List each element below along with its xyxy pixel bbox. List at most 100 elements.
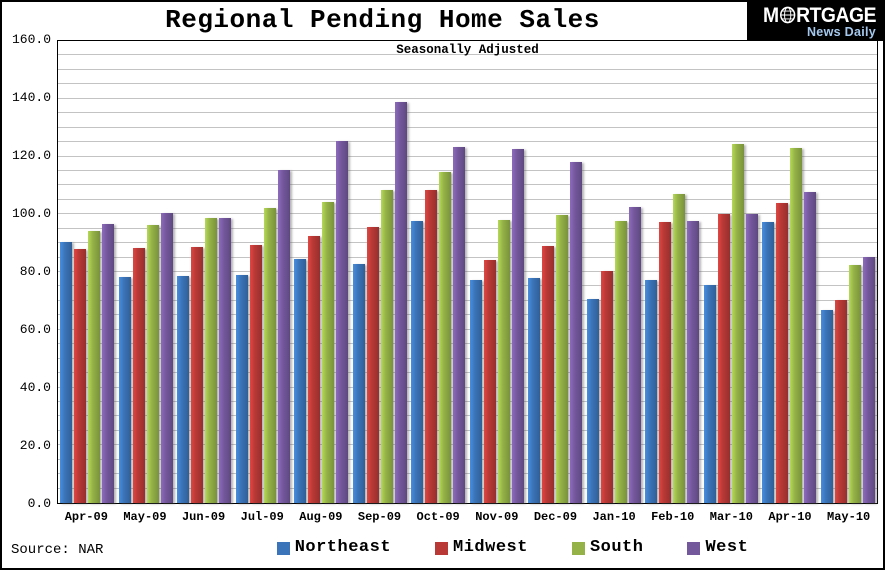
- bar-group-may-09: [117, 41, 176, 503]
- legend-swatch-icon: [571, 541, 585, 555]
- legend-label: West: [705, 538, 749, 557]
- logo-text-rtgage: RTGAGE: [796, 3, 876, 27]
- y-axis-tick-label: 0.0: [27, 496, 51, 511]
- bar-south-oct-09: [439, 171, 452, 503]
- bar-group-jul-09: [234, 41, 293, 503]
- gridline: [58, 473, 877, 475]
- bar-south-sep-09: [380, 190, 393, 503]
- bar-midwest-jul-09: [249, 244, 262, 503]
- bar-west-apr-09: [102, 224, 115, 503]
- y-axis-tick-label: 60.0: [19, 322, 51, 337]
- legend: Northeast Midwest South West: [182, 538, 843, 557]
- legend-item-midwest: Midwest: [435, 538, 528, 557]
- x-axis-tick-label: Jul-09: [240, 510, 284, 524]
- bar-midwest-dec-09: [542, 246, 555, 503]
- legend-label: Midwest: [453, 538, 528, 557]
- bar-group-feb-10: [643, 41, 702, 503]
- bar-west-apr-10: [804, 191, 817, 503]
- bar-south-may-10: [848, 265, 861, 503]
- bar-northeast-may-10: [820, 310, 833, 503]
- bar-west-oct-09: [453, 146, 466, 503]
- bar-south-mar-10: [731, 143, 744, 503]
- bar-northeast-apr-10: [762, 222, 775, 503]
- gridline: [58, 357, 877, 359]
- y-axis-tick-label: 80.0: [19, 264, 51, 279]
- bar-group-jun-09: [175, 41, 234, 503]
- x-axis-tick-label: Dec-09: [533, 510, 578, 524]
- x-axis-tick-label: Sep-09: [357, 510, 402, 524]
- bar-south-jan-10: [614, 220, 627, 503]
- logo-text-m: M: [762, 3, 779, 27]
- bar-northeast-jan-10: [586, 298, 599, 503]
- plot-area: Seasonally Adjusted: [57, 40, 878, 504]
- bar-south-nov-09: [497, 219, 510, 503]
- gridline: [58, 429, 877, 431]
- bar-northeast-mar-10: [703, 285, 716, 503]
- bar-group-aug-09: [292, 41, 351, 503]
- y-axis-tick-label: 100.0: [11, 206, 51, 221]
- x-axis-tick-label: Jan-10: [592, 510, 636, 524]
- bar-west-sep-09: [394, 101, 407, 503]
- bar-group-oct-09: [409, 41, 468, 503]
- legend-label: Northeast: [294, 538, 392, 557]
- legend-label: South: [589, 538, 644, 557]
- bar-midwest-oct-09: [425, 189, 438, 503]
- gridline: [58, 227, 877, 229]
- gridline: [58, 299, 877, 301]
- gridline: [58, 328, 877, 330]
- legend-item-northeast: Northeast: [276, 538, 392, 557]
- gridline: [58, 444, 877, 446]
- bar-midwest-apr-09: [74, 248, 87, 503]
- x-axis-tick-label: Mar-10: [709, 510, 753, 524]
- y-axis: 0.0 20.0 40.0 60.0 80.0 100.0 120.0 140.0 160.0: [2, 33, 51, 511]
- gridline: [58, 155, 877, 157]
- x-axis-tick-label: May-09: [123, 510, 167, 524]
- gridline: [58, 97, 877, 99]
- bar-west-feb-10: [687, 220, 700, 503]
- legend-swatch-icon: [276, 541, 290, 555]
- bar-south-aug-09: [322, 201, 335, 503]
- gridline: [58, 458, 877, 460]
- bar-series-container: [58, 41, 877, 503]
- x-axis: Apr-09 May-09 Jun-09 Jul-09 Aug-09 Sep-09 Oct-…: [57, 510, 878, 524]
- bar-midwest-may-09: [132, 248, 145, 503]
- bar-south-dec-09: [556, 214, 569, 503]
- bar-south-may-09: [146, 224, 159, 503]
- x-axis-tick-label: Feb-10: [651, 510, 695, 524]
- bar-group-apr-10: [760, 41, 819, 503]
- bar-west-jan-10: [628, 206, 641, 503]
- bar-midwest-sep-09: [366, 226, 379, 503]
- bar-northeast-aug-09: [294, 258, 307, 503]
- bar-group-mar-10: [702, 41, 761, 503]
- gridline: [58, 256, 877, 258]
- bar-south-jun-09: [205, 218, 218, 503]
- bar-midwest-aug-09: [308, 236, 321, 503]
- bar-west-aug-09: [336, 140, 349, 503]
- gridline: [58, 54, 877, 56]
- gridline: [58, 314, 877, 316]
- bar-west-mar-10: [745, 213, 758, 503]
- gridline: [58, 242, 877, 244]
- bar-midwest-apr-10: [776, 203, 789, 503]
- x-axis-tick-label: May-10: [827, 510, 871, 524]
- logo-subtitle: News Daily: [806, 24, 876, 39]
- bar-south-feb-10: [673, 194, 686, 503]
- gridline: [58, 112, 877, 114]
- logo-wordmark: M RTGAGE: [763, 5, 876, 26]
- bar-west-jun-09: [219, 218, 232, 503]
- bar-group-sep-09: [351, 41, 410, 503]
- bar-south-apr-10: [790, 147, 803, 503]
- bar-northeast-may-09: [118, 277, 131, 503]
- bar-northeast-jun-09: [177, 275, 190, 503]
- globe-icon: [780, 6, 796, 24]
- bar-west-jul-09: [277, 170, 290, 503]
- bar-northeast-dec-09: [528, 278, 541, 503]
- chart-title: Regional Pending Home Sales: [165, 5, 600, 35]
- bar-south-jul-09: [263, 207, 276, 503]
- bar-midwest-nov-09: [483, 259, 496, 503]
- gridline: [58, 184, 877, 186]
- gridline: [58, 271, 877, 272]
- bar-south-apr-09: [88, 231, 101, 503]
- bar-northeast-sep-09: [352, 263, 365, 503]
